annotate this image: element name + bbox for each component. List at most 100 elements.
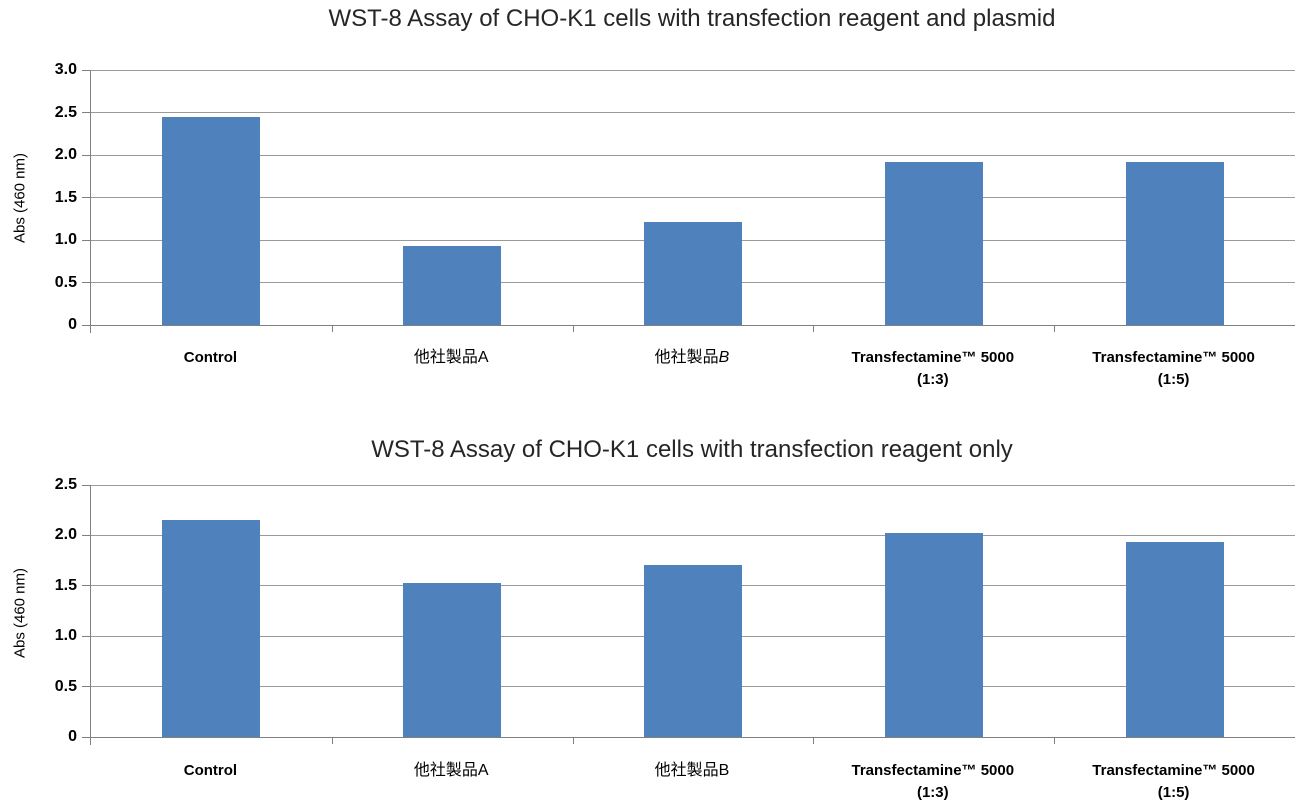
- category-label-line: (1:3): [812, 369, 1053, 391]
- category-label: Transfectamine™ 5000 (1:5): [1053, 760, 1294, 804]
- category-label-line: (1:5): [1053, 782, 1294, 804]
- category-label: 他社製品B: [572, 760, 813, 804]
- y-tick-label: 0.5: [54, 677, 77, 695]
- category-label-text: 他社製品A: [413, 349, 489, 366]
- y-tick-label: 2.0: [54, 146, 77, 163]
- bar-4: [884, 533, 983, 737]
- bar-5: [1125, 542, 1224, 737]
- chart-transfection-reagent-only: WST-8 Assay of CHO-K1 cells with transfe…: [0, 430, 1296, 808]
- category-label-text: 他社製品: [654, 349, 719, 366]
- x-axis-tick: [572, 738, 574, 744]
- x-axis-tick: [331, 326, 333, 332]
- category-label: Transfectamine™ 5000 (1:3): [812, 347, 1053, 391]
- bar-2: [403, 582, 502, 737]
- category-label-text: Transfectamine™ 5000: [851, 762, 1015, 779]
- y-axis-tick: [82, 324, 91, 326]
- category-label-line: Transfectamine™ 5000: [1053, 347, 1294, 369]
- category-label-line: Control: [90, 347, 331, 369]
- category-label: Control: [90, 347, 331, 391]
- gridline: [91, 112, 1295, 113]
- category-label-line: 他社製品B: [572, 347, 813, 369]
- y-tick-label: 0: [68, 316, 77, 333]
- y-axis-tick: [82, 635, 91, 637]
- gridline: [91, 485, 1295, 486]
- x-axis-tick: [1054, 738, 1056, 744]
- category-label-text: Transfectamine™ 5000: [1092, 349, 1255, 366]
- category-label-line: Transfectamine™ 5000: [812, 760, 1053, 782]
- y-tick-label: 1.5: [54, 576, 77, 594]
- bar-5: [1125, 161, 1224, 325]
- y-tick-label: 2.5: [54, 476, 77, 493]
- x-axis-tick: [572, 326, 574, 332]
- category-label-text: 他社製品A: [413, 762, 489, 779]
- y-tick-label: 0.5: [54, 273, 77, 291]
- category-label-line: Control: [90, 760, 331, 782]
- y-tick-label: 0: [68, 728, 77, 745]
- category-label-line: 他社製品B: [572, 760, 813, 782]
- plot-area: 0 0.5 1.0 1.5 2.0 2.5 3.0: [55, 61, 1295, 333]
- category-label-line: (1:5): [1053, 369, 1294, 391]
- category-label-line: 他社製品A: [331, 760, 572, 782]
- category-label: Transfectamine™ 5000 (1:3): [812, 760, 1053, 804]
- category-label-line: Transfectamine™ 5000: [812, 347, 1053, 369]
- category-label: 他社製品A: [331, 760, 572, 804]
- category-label-text: Control: [183, 762, 238, 779]
- chart-transfection-reagent-and-plasmid: WST-8 Assay of CHO-K1 cells with transfe…: [11, 5, 1295, 391]
- category-label-text: Transfectamine™ 5000: [851, 349, 1015, 366]
- gridline: [91, 70, 1295, 71]
- category-label-line: (1:3): [812, 782, 1053, 804]
- category-label-text: Control: [183, 349, 238, 366]
- bar-1: [162, 116, 261, 325]
- category-label-text: (1:3): [916, 371, 949, 388]
- category-label-text: (1:3): [916, 784, 949, 801]
- chart-title: WST-8 Assay of CHO-K1 cells with transfe…: [371, 436, 1013, 463]
- y-tick-label: 2.5: [54, 103, 77, 121]
- chart-title: WST-8 Assay of CHO-K1 cells with transfe…: [328, 5, 1056, 32]
- y-tick-label: 2.0: [54, 526, 77, 544]
- y-axis-tick: [82, 736, 91, 738]
- category-label-text: B: [718, 349, 730, 366]
- y-axis-tick: [82, 485, 91, 486]
- bar-2: [403, 245, 502, 325]
- x-axis-corner-tick: [90, 737, 91, 745]
- x-axis-corner-tick: [90, 325, 91, 333]
- category-label-text: (1:5): [1157, 784, 1190, 801]
- category-axis-labels: Control 他社製品A 他社製品B Transfectamine™ 5000 (1:…: [90, 347, 1294, 391]
- bar-3: [644, 222, 742, 325]
- y-axis-tick: [82, 534, 91, 536]
- x-axis-tick: [813, 738, 815, 744]
- gridline: [91, 154, 1295, 156]
- gridline: [91, 534, 1295, 536]
- category-axis-labels: Control 他社製品A 他社製品B Transfectamine™ 5000 (1:…: [90, 760, 1294, 804]
- category-label-text: (1:5): [1157, 371, 1190, 388]
- category-label-text: Transfectamine™ 5000: [1092, 762, 1255, 779]
- y-axis-tick: [82, 686, 91, 688]
- category-label: 他社製品A: [331, 347, 572, 391]
- category-label-line: Transfectamine™ 5000: [1053, 760, 1294, 782]
- y-tick-label: 1.0: [54, 627, 77, 645]
- y-axis-tick: [82, 585, 91, 587]
- y-axis-title: Abs (460 nm): [11, 152, 29, 244]
- category-label: Transfectamine™ 5000 (1:5): [1053, 347, 1294, 391]
- bar-4: [884, 161, 983, 325]
- y-axis-title: Abs (460 nm): [11, 567, 29, 659]
- x-axis-tick: [331, 738, 333, 744]
- y-axis-tick: [82, 197, 91, 198]
- bar-3: [644, 564, 742, 737]
- category-label: Control: [90, 760, 331, 804]
- y-axis-tick: [82, 239, 91, 241]
- y-axis-tick: [82, 70, 91, 71]
- x-axis-tick: [1054, 326, 1056, 332]
- gridline: [91, 197, 1295, 198]
- bar-1: [162, 520, 261, 737]
- y-axis-tick: [82, 282, 91, 283]
- y-tick-label: 1.5: [54, 188, 77, 206]
- y-tick-label: 1.0: [54, 231, 77, 248]
- x-axis-tick: [813, 326, 815, 332]
- category-label-line: 他社製品A: [331, 347, 572, 369]
- category-label-text: 他社製品B: [654, 762, 730, 779]
- category-label: 他社製品B: [572, 347, 813, 391]
- y-axis-tick: [82, 154, 91, 156]
- y-tick-label: 3.0: [54, 61, 77, 78]
- plot-area: 0 0.5 1.0 1.5 2.0 2.5: [55, 476, 1295, 745]
